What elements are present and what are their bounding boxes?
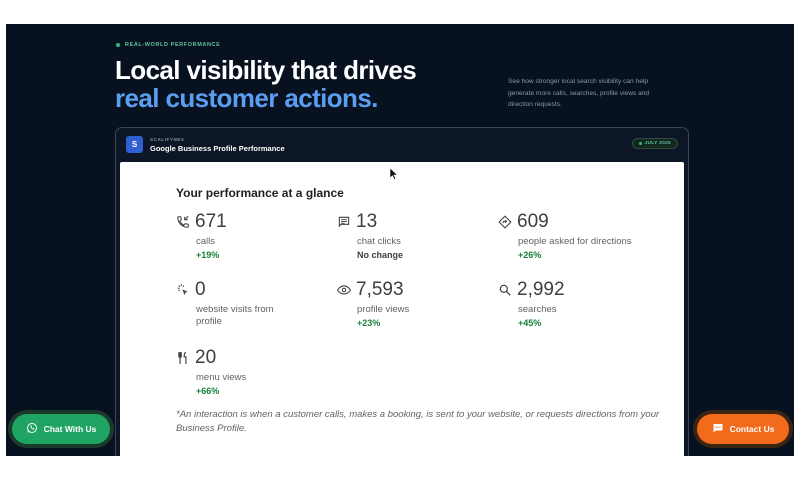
chat-button-label: Chat With Us [43, 424, 97, 434]
brand-name: SCALIFYNEX [150, 136, 185, 142]
metric-label: menu views [196, 372, 247, 383]
card-title: Google Business Profile Performance [150, 143, 285, 153]
metric-value: 671 [195, 211, 227, 232]
metric-change: +19% [196, 250, 220, 260]
chat-icon [337, 215, 351, 229]
eyebrow-dot-icon [116, 43, 120, 47]
menu-icon [176, 351, 190, 365]
contact-us-button[interactable]: Contact Us [693, 410, 793, 448]
panel-title: Your performance at a glance [176, 186, 344, 200]
metric-label: chat clicks [357, 236, 401, 247]
metric-change: +26% [518, 250, 542, 260]
chat-button-inner[interactable]: Chat With Us [12, 414, 110, 444]
metric-label: profile views [357, 304, 410, 315]
metric-change: +45% [518, 318, 542, 328]
metric-profile-views: 7,593 profile views +23% [337, 280, 487, 330]
metric-chat-clicks: 13 chat clicks No change [337, 212, 487, 262]
metric-label: searches [518, 304, 557, 315]
section-eyebrow: REAL-WORLD PERFORMANCE [116, 42, 220, 48]
card-header: S SCALIFYNEX Google Business Profile Per… [116, 128, 688, 161]
date-dot-icon [638, 142, 642, 145]
metric-value: 0 [195, 279, 206, 300]
brand-meta: SCALIFYNEX Google Business Profile Perfo… [150, 137, 285, 153]
metric-value: 20 [195, 347, 217, 368]
metric-value: 7,593 [356, 279, 404, 300]
directions-icon [498, 215, 512, 229]
date-badge-label: JULY 2025 [644, 141, 671, 146]
chat-with-us-button[interactable]: Chat With Us [8, 410, 114, 448]
section-description: See how stronger local search visibility… [508, 78, 650, 108]
page-background: REAL-WORLD PERFORMANCE Local visibility … [6, 24, 794, 456]
search-icon [498, 283, 512, 297]
date-badge: JULY 2025 [631, 138, 678, 149]
metric-menu-views: 20 menu views +66% [176, 348, 326, 398]
brand-logo: S [126, 136, 143, 153]
metric-directions: 609 people asked for directions +26% [498, 212, 648, 262]
metric-value: 2,992 [517, 279, 565, 300]
footnote: *An interaction is when a customer calls… [176, 409, 660, 434]
metric-website-visits: 0 website visits from profile [176, 280, 326, 328]
contact-button-inner[interactable]: Contact Us [697, 414, 789, 444]
eye-icon [337, 283, 351, 297]
phone-icon [176, 215, 190, 229]
whatsapp-icon [26, 422, 38, 436]
headline: Local visibility that drives real custom… [115, 55, 417, 113]
message-icon [712, 422, 724, 436]
metric-searches: 2,992 searches +45% [498, 280, 648, 330]
mouse-cursor-icon [390, 168, 398, 180]
metric-change: +23% [357, 318, 381, 328]
metric-calls: 671 calls +19% [176, 212, 326, 262]
metric-value: 609 [517, 211, 549, 232]
eyebrow-label: REAL-WORLD PERFORMANCE [125, 42, 221, 48]
performance-panel: Your performance at a glance 671 calls +… [120, 162, 684, 456]
metric-label: website visits from profile [196, 304, 274, 327]
metric-label: calls [196, 236, 216, 247]
headline-line2: real customer actions. [115, 83, 378, 113]
metric-label: people asked for directions [518, 236, 632, 247]
metric-change: +66% [196, 386, 220, 396]
contact-button-label: Contact Us [729, 424, 775, 434]
headline-line1: Local visibility that drives [115, 55, 417, 85]
performance-card: S SCALIFYNEX Google Business Profile Per… [115, 127, 689, 456]
click-icon [176, 283, 190, 297]
metric-value: 13 [356, 211, 378, 232]
metric-change: No change [357, 250, 404, 260]
